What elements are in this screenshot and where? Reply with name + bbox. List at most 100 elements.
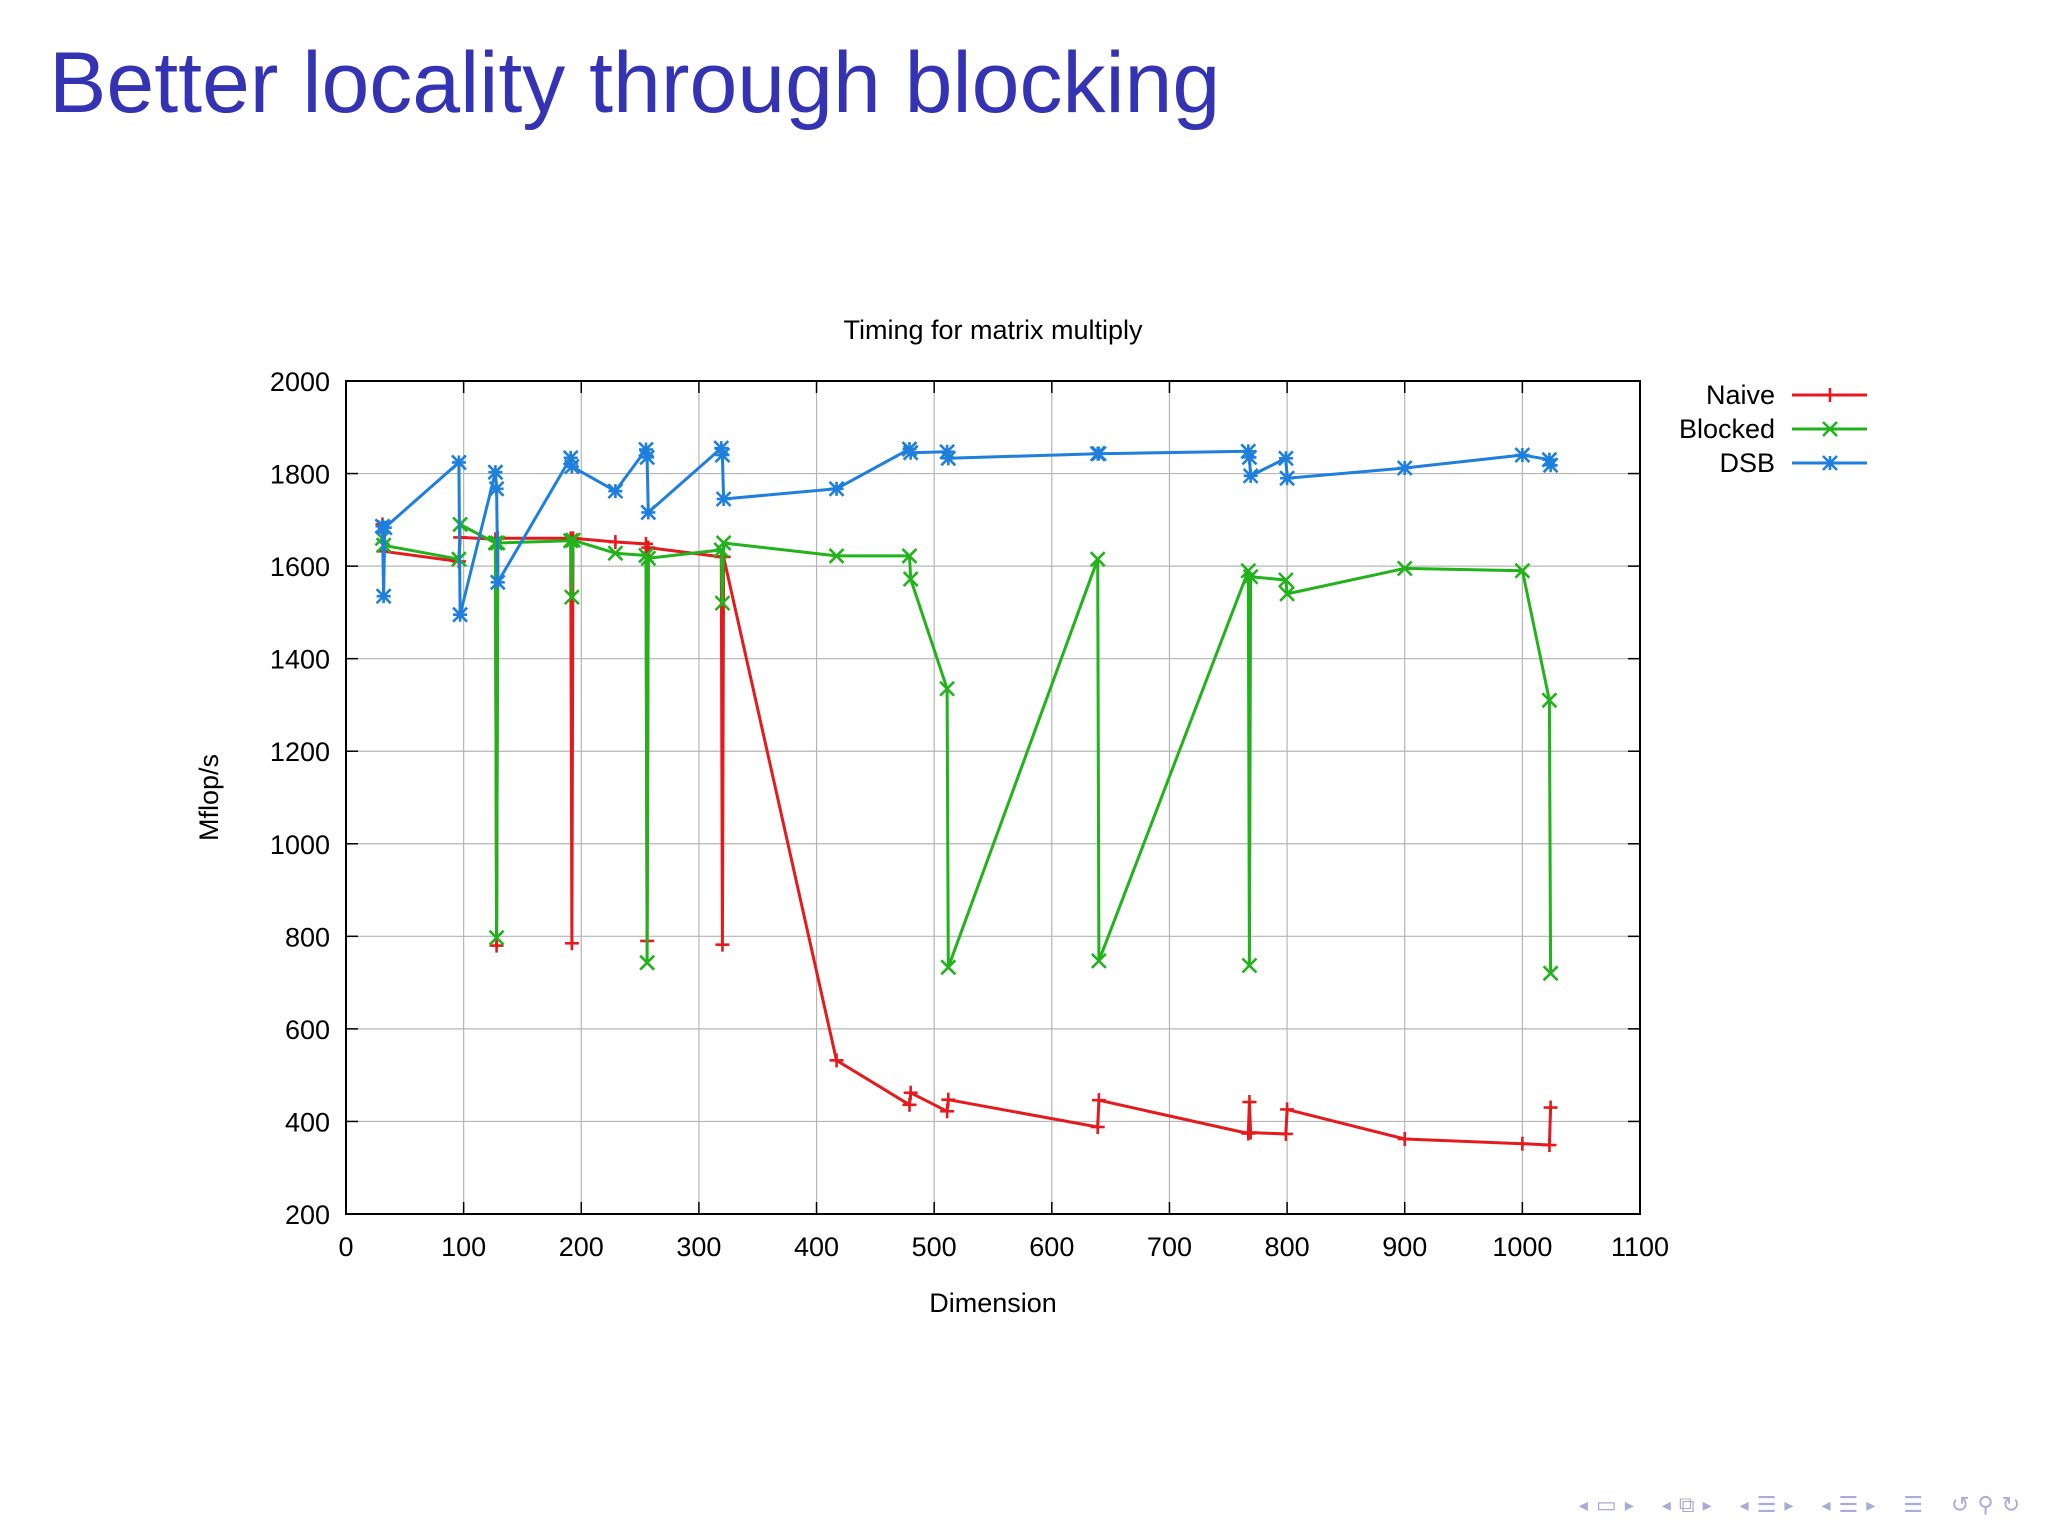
data-point	[1241, 957, 1258, 974]
data-point	[1090, 952, 1107, 969]
next-subsection-icon[interactable]: ▸	[1702, 1495, 1712, 1516]
data-point	[1278, 1126, 1293, 1141]
undo-icon[interactable]: ↺	[1951, 1493, 1970, 1518]
data-point	[903, 1085, 918, 1100]
legend-item: DSB	[1719, 448, 1867, 478]
y-tick-label: 1200	[270, 737, 330, 767]
x-tick-label: 300	[676, 1232, 721, 1262]
series-line	[381, 524, 1553, 1147]
data-point	[488, 929, 505, 946]
legend-item: Blocked	[1679, 414, 1867, 444]
data-point	[715, 491, 732, 507]
legend-label: Blocked	[1679, 414, 1775, 444]
data-point	[714, 447, 731, 463]
data-point	[828, 548, 845, 564]
data-point	[901, 548, 918, 564]
series-line	[381, 523, 1553, 974]
section-icon[interactable]: ☰	[1756, 1493, 1777, 1518]
data-point	[639, 449, 656, 466]
x-tick-label: 800	[1265, 1232, 1310, 1262]
subsection-icon[interactable]: ⧉	[1678, 1493, 1695, 1518]
y-tick-label: 2000	[270, 367, 330, 397]
x-tick-label: 100	[441, 1232, 486, 1262]
data-point	[940, 450, 957, 467]
y-tick-label: 400	[285, 1107, 330, 1137]
data-point	[1397, 1132, 1412, 1147]
frame-icon[interactable]: ▭	[1595, 1493, 1617, 1518]
data-point	[639, 954, 656, 971]
data-point	[1280, 1102, 1295, 1117]
x-tick-label: 900	[1382, 1232, 1427, 1262]
x-tick-label: 1100	[1611, 1232, 1669, 1262]
chart-legend: Naive Blocked DSB	[1679, 380, 1867, 478]
x-tick-label: 0	[338, 1232, 353, 1262]
data-point	[375, 588, 392, 605]
next-section-icon[interactable]: ▸	[1784, 1495, 1794, 1516]
data-point	[1090, 445, 1107, 462]
data-point	[487, 535, 504, 551]
data-point	[1822, 421, 1838, 437]
data-point	[941, 1092, 956, 1107]
y-tick-label: 1000	[270, 830, 330, 860]
data-point	[714, 595, 731, 612]
data-point	[1277, 450, 1294, 467]
data-point	[376, 519, 393, 536]
data-point	[1514, 447, 1531, 463]
data-point	[1541, 692, 1558, 709]
y-tick-label: 1600	[270, 552, 330, 582]
legend-label: Naive	[1706, 380, 1775, 410]
prev-section-icon[interactable]: ◂	[1739, 1495, 1749, 1516]
data-point	[1243, 1125, 1258, 1140]
data-point	[562, 532, 579, 549]
data-point	[1396, 560, 1413, 577]
prev-slide-icon[interactable]: ◂	[1821, 1495, 1831, 1516]
data-point	[489, 574, 506, 591]
data-point	[488, 480, 505, 497]
data-point	[640, 550, 657, 567]
data-point	[1543, 1100, 1558, 1115]
x-tick-label: 700	[1147, 1232, 1192, 1262]
x-tick-label: 1000	[1492, 1232, 1552, 1262]
data-point	[1823, 388, 1837, 402]
data-point	[829, 1053, 844, 1068]
next-slide-icon[interactable]: ▸	[1866, 1495, 1876, 1516]
data-point	[1089, 551, 1106, 568]
toc-icon[interactable]: ☰	[1903, 1493, 1923, 1518]
data-point	[1542, 965, 1559, 982]
legend-label: DSB	[1719, 448, 1775, 478]
x-axis-label: Dimension	[929, 1288, 1057, 1318]
data-point	[607, 483, 624, 500]
chart-grid	[346, 381, 1640, 1214]
data-point	[939, 680, 956, 697]
data-point	[452, 606, 469, 623]
data-point	[715, 937, 730, 952]
data-point	[828, 480, 845, 497]
y-tick-label: 600	[285, 1015, 330, 1045]
data-point	[902, 571, 919, 587]
redo-icon[interactable]: ↻	[2001, 1493, 2020, 1518]
data-point	[902, 1097, 917, 1112]
prev-frame-icon[interactable]: ◂	[1578, 1495, 1588, 1516]
next-frame-icon[interactable]: ▸	[1624, 1495, 1634, 1516]
y-axis-label: Mflop/s	[194, 754, 224, 841]
data-point	[1514, 562, 1531, 579]
data-point	[1241, 449, 1258, 466]
data-point	[1542, 457, 1559, 474]
x-tick-label: 500	[912, 1232, 957, 1262]
slide-icon[interactable]: ☰	[1838, 1493, 1859, 1518]
search-icon[interactable]: ⚲	[1977, 1493, 1994, 1518]
data-point	[715, 535, 732, 551]
series-dsb	[374, 440, 1559, 623]
data-point	[564, 936, 579, 951]
data-point	[1515, 1136, 1530, 1151]
x-tick-label: 600	[1029, 1232, 1074, 1262]
data-point	[487, 464, 504, 481]
data-point	[565, 532, 581, 549]
data-point	[1277, 572, 1294, 588]
data-point	[563, 458, 580, 475]
chart-title: Timing for matrix multiply	[843, 315, 1143, 345]
data-point	[1279, 470, 1296, 487]
data-point	[451, 454, 467, 471]
prev-subsection-icon[interactable]: ◂	[1661, 1495, 1671, 1516]
